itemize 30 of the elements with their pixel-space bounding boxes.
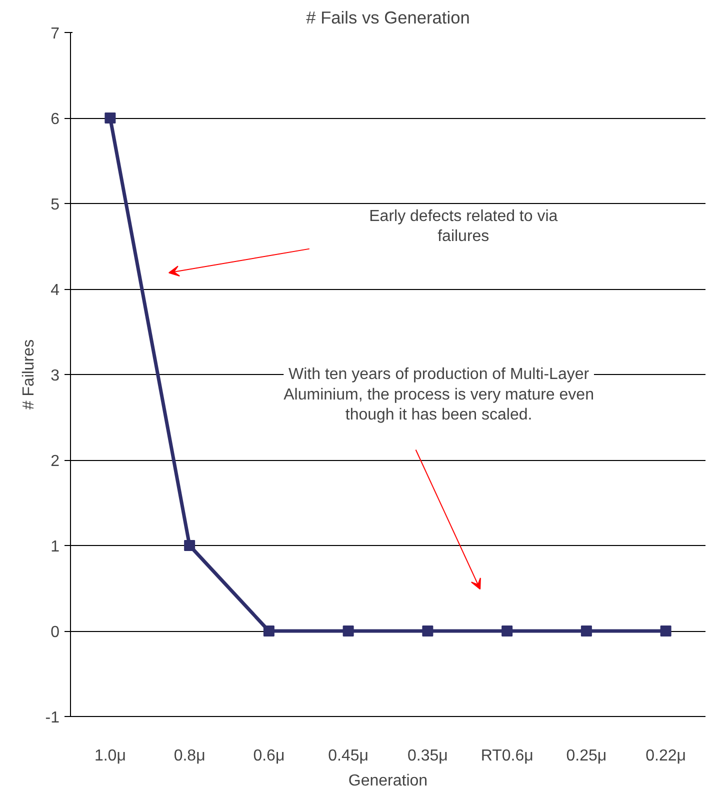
point: [580, 626, 592, 636]
x-tick-label: 0.22μ: [646, 748, 686, 764]
x-tick-label: 1.0μ: [94, 748, 126, 764]
y-tick-label: 7: [50, 26, 60, 42]
y-tick-label: 5: [50, 196, 60, 214]
point: [342, 626, 354, 636]
y-tick-label: 0: [50, 624, 60, 641]
point: [660, 626, 672, 636]
x-tick-label: RT0.6μ: [480, 748, 534, 764]
annotation: Early defects related to via failures: [369, 208, 558, 246]
y-tick-label: 4: [50, 282, 60, 299]
point: [422, 626, 434, 636]
x-tick-label: 0.45μ: [328, 748, 368, 764]
x-tick-label: 0.35μ: [408, 748, 448, 764]
y-tick-label: 1: [50, 538, 60, 556]
chart-title: # Fails vs Generation: [306, 8, 470, 28]
x-tick-label: 0.6μ: [253, 748, 285, 764]
y-tick-label: -1: [45, 710, 60, 726]
y-tick-label: 6: [50, 111, 60, 128]
point: [104, 112, 116, 124]
y-tick-label: 2: [50, 453, 60, 470]
y-tick-label: 3: [50, 368, 60, 384]
x-tick-label: 0.8μ: [174, 748, 206, 764]
x-axis-title: Generation: [348, 772, 428, 790]
annotation: With ten years of production of Multi-Layer Aluminium, the process is very mature even though it has been scaled.: [284, 366, 594, 424]
y-axis-title: # Failures: [20, 339, 38, 410]
point: [263, 626, 274, 636]
point: [184, 540, 196, 551]
x-tick-label: 0.25μ: [566, 748, 607, 764]
point: [502, 626, 513, 636]
